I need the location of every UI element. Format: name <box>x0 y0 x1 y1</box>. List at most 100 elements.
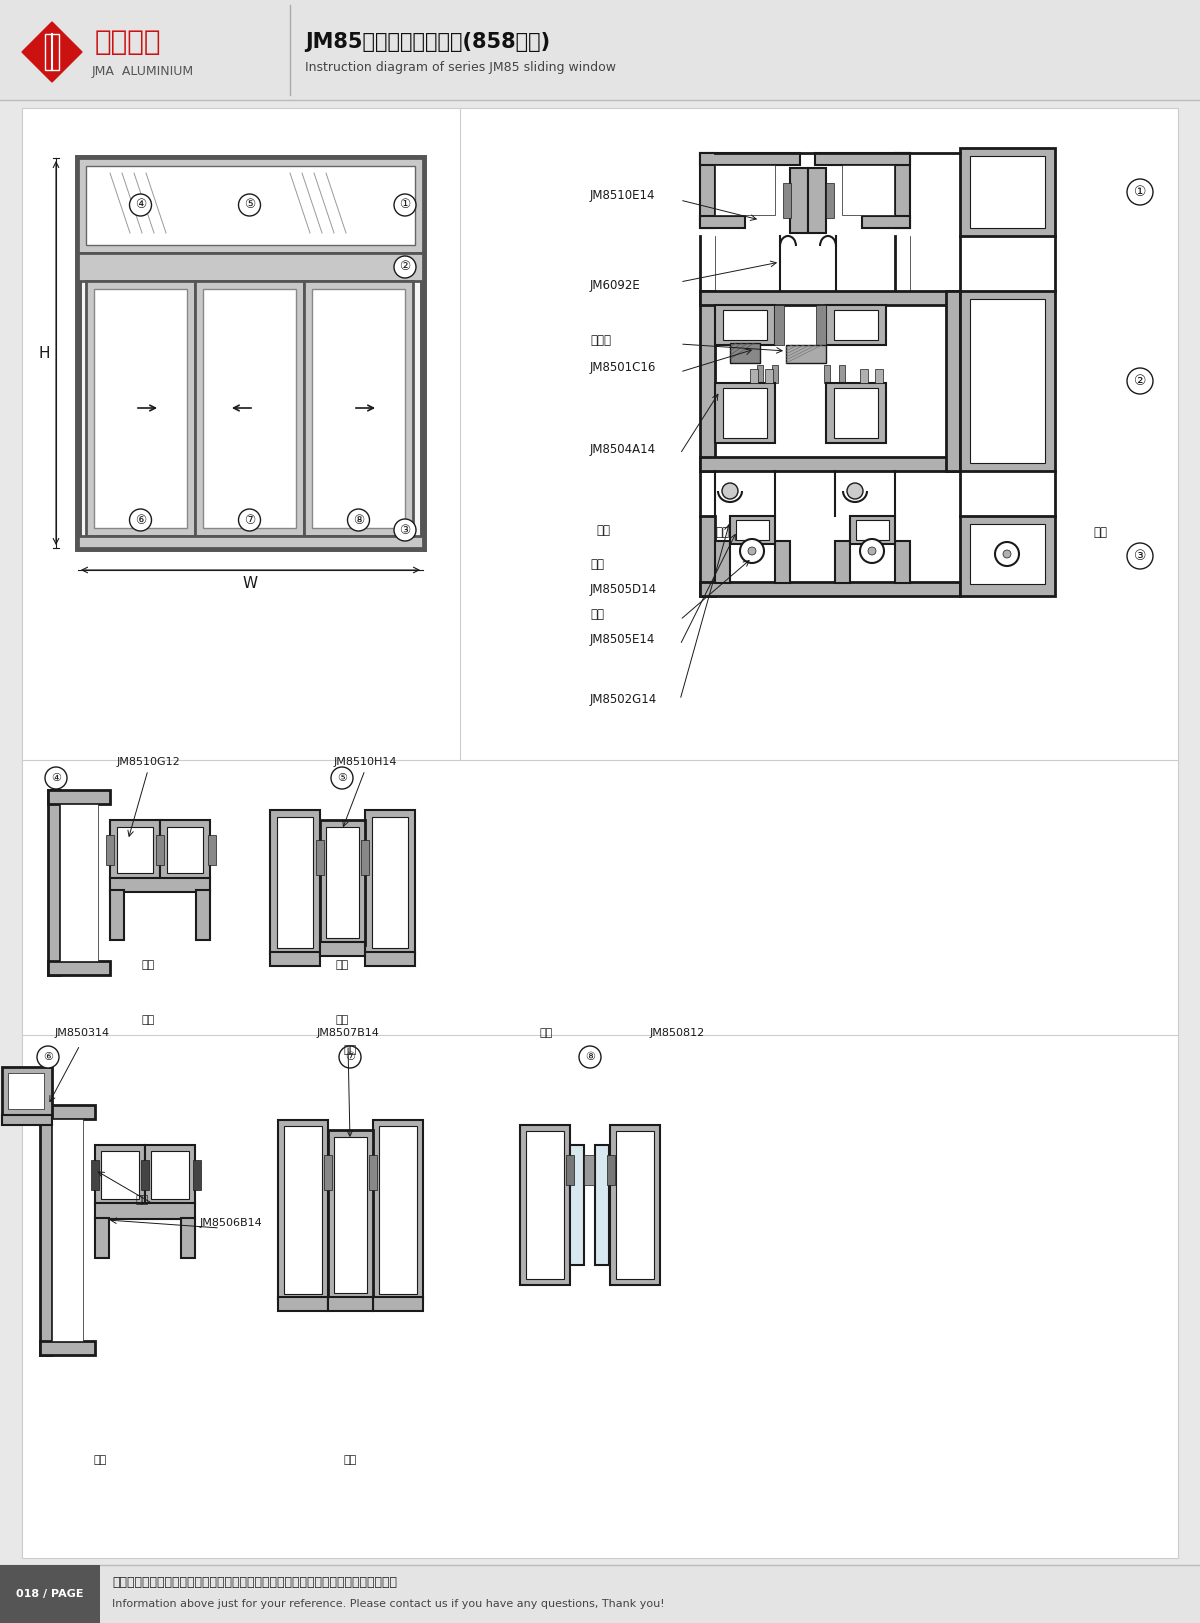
Text: ⑥: ⑥ <box>43 1052 53 1061</box>
Bar <box>52 1118 83 1341</box>
Bar <box>145 1144 194 1204</box>
Text: 室内: 室内 <box>596 524 610 537</box>
Text: JM8502G14: JM8502G14 <box>590 693 658 706</box>
Circle shape <box>860 539 884 563</box>
Bar <box>960 516 1055 596</box>
Text: JM8510G12: JM8510G12 <box>116 756 180 768</box>
Text: 图中所示型材截面、装配、编号、尺寸及重量仅供参考。如有疑问，请向本公司查询。: 图中所示型材截面、装配、编号、尺寸及重量仅供参考。如有疑问，请向本公司查询。 <box>112 1576 397 1589</box>
Text: 室外: 室外 <box>343 1454 356 1466</box>
Bar <box>826 305 886 346</box>
Bar <box>875 368 883 383</box>
Circle shape <box>995 542 1019 566</box>
Bar <box>106 834 114 865</box>
Circle shape <box>37 1045 59 1068</box>
Circle shape <box>130 195 151 216</box>
Bar <box>772 365 778 383</box>
Bar <box>700 516 715 596</box>
Text: Instruction diagram of series JM85 sliding window: Instruction diagram of series JM85 slidi… <box>305 62 616 75</box>
Bar <box>194 281 304 536</box>
Text: JM850812: JM850812 <box>650 1027 706 1039</box>
Bar <box>566 1156 574 1185</box>
Circle shape <box>868 547 876 555</box>
Bar <box>278 1297 328 1311</box>
Bar <box>312 289 406 527</box>
Text: 室外: 室外 <box>94 1454 107 1466</box>
Text: JMA  ALUMINIUM: JMA ALUMINIUM <box>92 65 194 78</box>
Bar <box>48 790 60 975</box>
Text: JM8505D14: JM8505D14 <box>590 584 658 597</box>
Bar <box>334 1138 367 1294</box>
Bar <box>616 1131 654 1279</box>
Text: JM8501C16: JM8501C16 <box>590 362 656 375</box>
Circle shape <box>722 484 738 498</box>
Text: ②: ② <box>1134 373 1146 388</box>
Bar <box>110 889 124 940</box>
Text: ⑤: ⑤ <box>337 773 347 782</box>
Circle shape <box>394 519 416 540</box>
Circle shape <box>130 510 151 531</box>
Bar <box>320 941 365 956</box>
Circle shape <box>1127 544 1153 570</box>
Bar <box>22 109 1178 1558</box>
Circle shape <box>394 195 416 216</box>
Bar <box>715 166 775 214</box>
Text: JM85系列推拉窗结构图(858系列): JM85系列推拉窗结构图(858系列) <box>305 32 550 52</box>
Circle shape <box>340 1045 361 1068</box>
Bar <box>700 458 960 471</box>
Bar <box>0 0 1200 101</box>
Bar <box>277 816 313 948</box>
Bar <box>2 1115 52 1125</box>
Bar <box>826 383 886 443</box>
Bar <box>86 281 194 536</box>
Text: ③: ③ <box>1134 549 1146 563</box>
Bar <box>95 1144 145 1204</box>
Bar <box>316 841 324 875</box>
Text: ⑤: ⑤ <box>244 198 256 211</box>
Text: 室外: 室外 <box>1093 526 1108 539</box>
Bar <box>0 1565 1200 1623</box>
Bar <box>328 1130 373 1300</box>
Bar <box>278 1120 328 1300</box>
Text: ②: ② <box>400 261 410 274</box>
Bar <box>95 1203 194 1219</box>
Text: ⑦: ⑦ <box>244 513 256 526</box>
Bar <box>750 368 758 383</box>
Text: ④: ④ <box>134 198 146 211</box>
Circle shape <box>740 539 764 563</box>
Bar <box>326 828 359 938</box>
Bar <box>328 1297 373 1311</box>
Bar <box>284 1126 322 1294</box>
Bar <box>40 1341 95 1355</box>
Polygon shape <box>22 23 82 83</box>
Bar <box>816 305 826 346</box>
Text: 室内: 室内 <box>335 959 349 971</box>
Text: Information above just for your reference. Please contact us if you have any que: Information above just for your referenc… <box>112 1599 665 1608</box>
Circle shape <box>331 768 353 789</box>
Bar <box>786 346 826 364</box>
Bar <box>784 183 791 217</box>
Bar <box>730 516 775 544</box>
Text: 滑轮: 滑轮 <box>590 609 604 622</box>
Bar <box>2 1066 52 1117</box>
Bar <box>48 790 110 803</box>
Text: JM8505E14: JM8505E14 <box>590 633 655 646</box>
Text: W: W <box>242 576 258 591</box>
Bar <box>304 281 413 536</box>
Text: ⑧: ⑧ <box>353 513 364 526</box>
Bar <box>757 365 763 383</box>
Bar <box>373 1297 424 1311</box>
Bar <box>584 1156 594 1185</box>
Circle shape <box>1127 368 1153 394</box>
Bar <box>118 828 154 873</box>
Bar <box>270 810 320 954</box>
Bar <box>320 820 365 945</box>
Bar <box>700 153 800 166</box>
Bar <box>40 1105 52 1355</box>
Circle shape <box>348 510 370 531</box>
Bar <box>946 291 960 471</box>
Bar <box>193 1160 202 1190</box>
Text: ①: ① <box>400 198 410 211</box>
Bar <box>324 1156 332 1190</box>
Circle shape <box>46 768 67 789</box>
Bar <box>834 388 878 438</box>
